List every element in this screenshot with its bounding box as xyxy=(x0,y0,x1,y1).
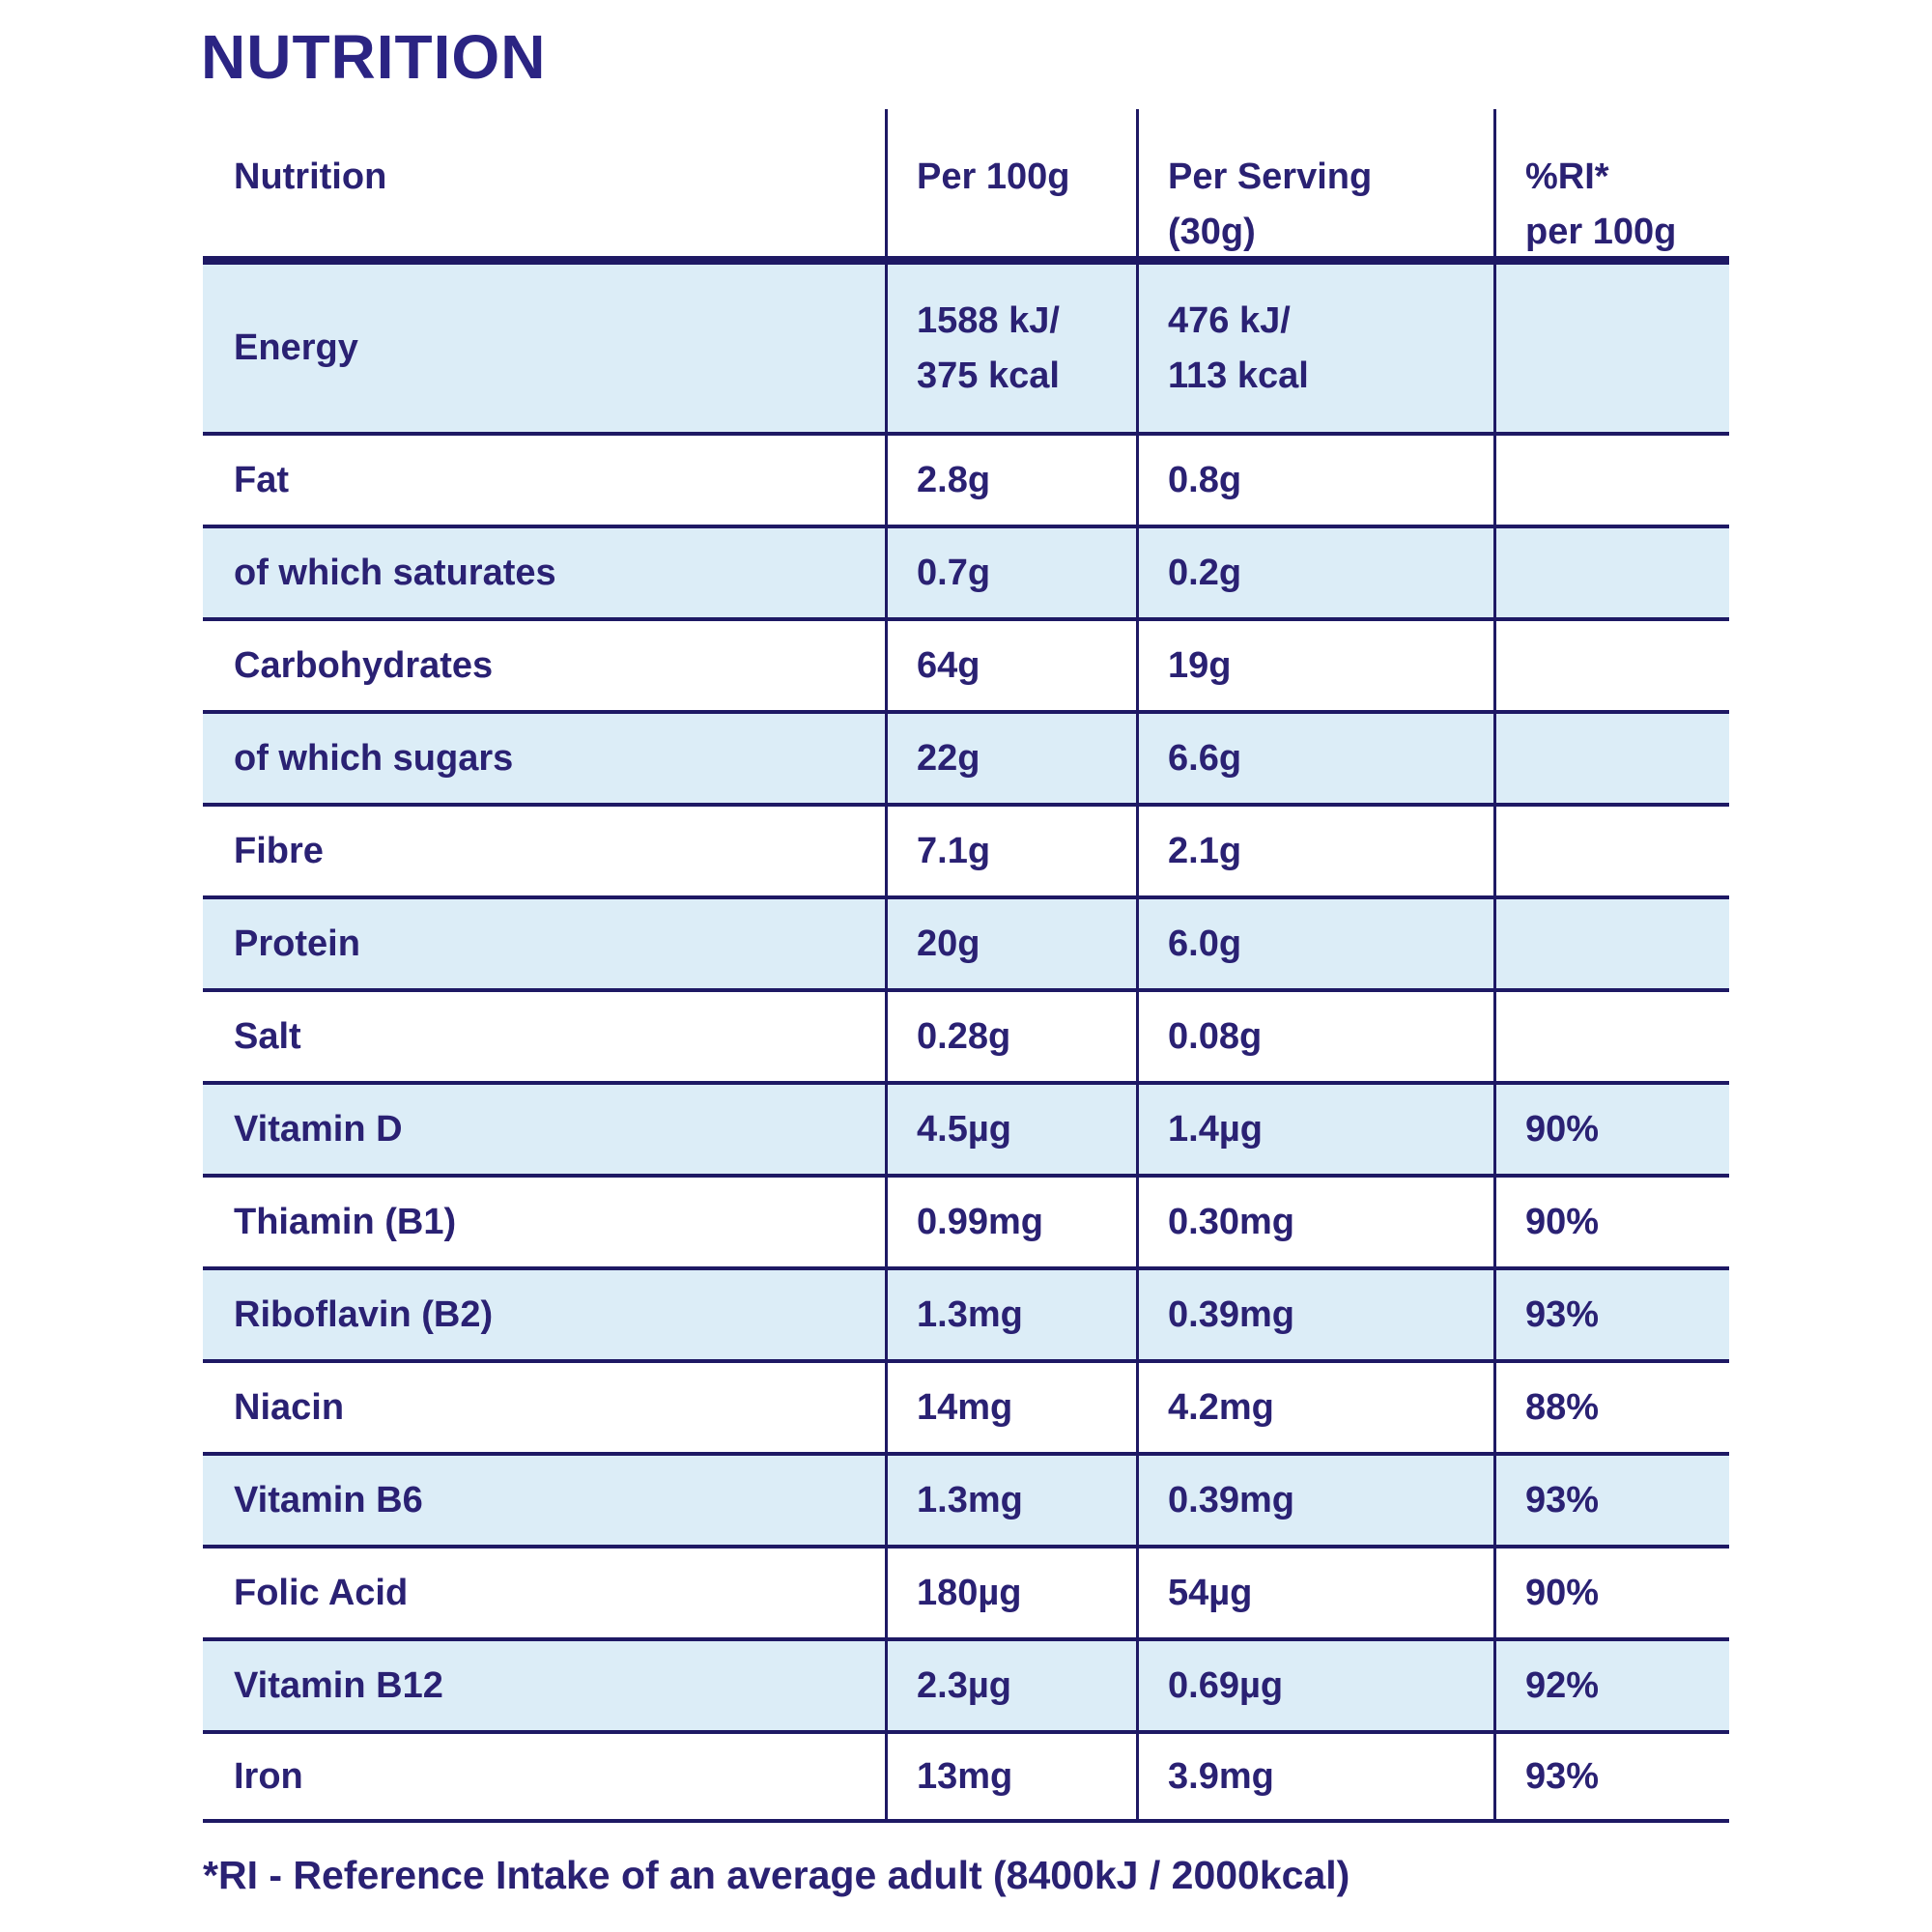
row-per-100g: 2.3µg xyxy=(885,1637,1136,1730)
row-per-100g: 0.28g xyxy=(885,988,1136,1081)
row-ri-per-100g xyxy=(1493,261,1729,432)
row-ri-per-100g: 93% xyxy=(1493,1452,1729,1545)
row-per-100g: 64g xyxy=(885,617,1136,710)
column-header-per-100g: Per 100g xyxy=(885,109,1136,261)
row-label: of which sugars xyxy=(203,710,885,803)
row-per-serving: 0.39mg xyxy=(1136,1452,1493,1545)
row-label: Vitamin B6 xyxy=(203,1452,885,1545)
row-label: Carbohydrates xyxy=(203,617,885,710)
row-ri-per-100g: 90% xyxy=(1493,1174,1729,1266)
row-label: Fibre xyxy=(203,803,885,895)
row-per-serving: 1.4µg xyxy=(1136,1081,1493,1174)
nutrition-table: Nutrition Per 100g Per Serving (30g) %RI… xyxy=(203,109,1729,1823)
row-label: Protein xyxy=(203,895,885,988)
row-label: Iron xyxy=(203,1730,885,1823)
row-ri-per-100g xyxy=(1493,617,1729,710)
row-ri-per-100g: 88% xyxy=(1493,1359,1729,1452)
row-per-100g: 13mg xyxy=(885,1730,1136,1823)
row-label: Thiamin (B1) xyxy=(203,1174,885,1266)
row-per-serving: 0.69µg xyxy=(1136,1637,1493,1730)
row-per-serving: 0.08g xyxy=(1136,988,1493,1081)
row-ri-per-100g xyxy=(1493,710,1729,803)
row-label: Niacin xyxy=(203,1359,885,1452)
row-label: Vitamin D xyxy=(203,1081,885,1174)
row-per-100g: 7.1g xyxy=(885,803,1136,895)
row-per-serving: 4.2mg xyxy=(1136,1359,1493,1452)
row-per-serving: 19g xyxy=(1136,617,1493,710)
column-header-per-serving: Per Serving (30g) xyxy=(1136,109,1493,261)
row-per-serving: 0.30mg xyxy=(1136,1174,1493,1266)
row-per-100g: 2.8g xyxy=(885,432,1136,525)
row-per-100g: 0.7g xyxy=(885,525,1136,617)
page-title: NUTRITION xyxy=(201,22,547,92)
row-label: Fat xyxy=(203,432,885,525)
row-per-100g: 1.3mg xyxy=(885,1452,1136,1545)
row-per-serving: 6.0g xyxy=(1136,895,1493,988)
row-per-100g: 0.99mg xyxy=(885,1174,1136,1266)
row-ri-per-100g: 90% xyxy=(1493,1545,1729,1637)
row-ri-per-100g xyxy=(1493,525,1729,617)
row-ri-per-100g xyxy=(1493,895,1729,988)
row-per-100g: 14mg xyxy=(885,1359,1136,1452)
row-per-100g: 1588 kJ/ 375 kcal xyxy=(885,261,1136,432)
row-per-serving: 3.9mg xyxy=(1136,1730,1493,1823)
row-per-serving: 54µg xyxy=(1136,1545,1493,1637)
row-label: of which saturates xyxy=(203,525,885,617)
row-per-serving: 0.39mg xyxy=(1136,1266,1493,1359)
row-per-100g: 22g xyxy=(885,710,1136,803)
row-label: Salt xyxy=(203,988,885,1081)
row-per-serving: 0.8g xyxy=(1136,432,1493,525)
row-ri-per-100g: 90% xyxy=(1493,1081,1729,1174)
reference-intake-footnote: *RI - Reference Intake of an average adu… xyxy=(203,1853,1350,1897)
row-ri-per-100g: 92% xyxy=(1493,1637,1729,1730)
row-per-serving: 6.6g xyxy=(1136,710,1493,803)
row-per-100g: 180µg xyxy=(885,1545,1136,1637)
row-per-serving: 2.1g xyxy=(1136,803,1493,895)
row-ri-per-100g: 93% xyxy=(1493,1266,1729,1359)
row-label: Folic Acid xyxy=(203,1545,885,1637)
row-label: Vitamin B12 xyxy=(203,1637,885,1730)
row-label: Energy xyxy=(203,261,885,432)
row-per-100g: 4.5µg xyxy=(885,1081,1136,1174)
row-per-100g: 1.3mg xyxy=(885,1266,1136,1359)
row-ri-per-100g: 93% xyxy=(1493,1730,1729,1823)
row-per-100g: 20g xyxy=(885,895,1136,988)
row-per-serving: 476 kJ/ 113 kcal xyxy=(1136,261,1493,432)
column-header-nutrition: Nutrition xyxy=(203,109,885,261)
column-header-ri-per-100g: %RI* per 100g xyxy=(1493,109,1729,261)
row-ri-per-100g xyxy=(1493,432,1729,525)
row-ri-per-100g xyxy=(1493,988,1729,1081)
row-ri-per-100g xyxy=(1493,803,1729,895)
row-label: Riboflavin (B2) xyxy=(203,1266,885,1359)
row-per-serving: 0.2g xyxy=(1136,525,1493,617)
